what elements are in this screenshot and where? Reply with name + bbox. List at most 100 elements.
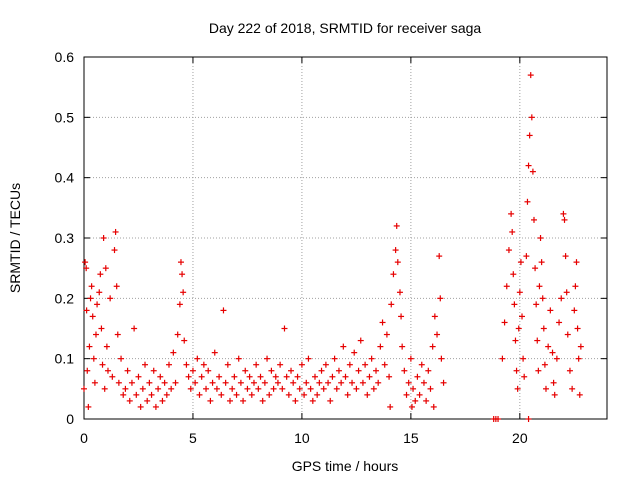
data-point [573,259,580,266]
data-point [220,307,227,314]
grid-lines [84,57,607,419]
data-point [163,391,170,398]
data-point [346,361,353,368]
data-point [351,349,358,356]
data-point [430,403,437,410]
data-point [549,349,556,356]
data-point [551,391,558,398]
data-point [91,379,98,386]
y-tick-label: 0.6 [55,49,75,65]
data-point [107,295,114,302]
data-point [325,379,332,386]
data-point [257,373,264,380]
data-point [298,361,305,368]
data-point [393,222,400,229]
data-point [272,373,279,380]
data-point [340,343,347,350]
data-point [87,295,94,302]
data-point [569,385,576,392]
data-point [99,361,106,368]
data-point [248,391,255,398]
data-point [386,373,393,380]
data-point [139,385,146,392]
data-point [558,295,565,302]
data-point [89,313,96,320]
data-point [180,289,187,296]
data-point [427,385,434,392]
data-point [525,416,532,422]
data-point [537,235,544,241]
data-point [529,168,536,175]
data-point [131,325,138,332]
data-point [338,379,345,386]
data-point [294,373,301,380]
data-point [103,343,110,350]
data-point [327,397,334,404]
data-point [511,301,518,308]
data-point [370,385,377,392]
data-point [253,361,260,368]
data-point [198,373,205,380]
data-point [305,355,312,362]
data-point [577,343,584,350]
data-point [379,319,386,326]
data-point [82,259,89,266]
axis-ticks: 0 0.1 0.2 0.3 0.4 0.5 0.6 0 5 10 15 20 [55,49,607,446]
data-point [528,114,535,121]
data-point [192,379,199,386]
data-point [530,216,537,223]
data-point [410,385,417,392]
data-point [364,391,371,398]
data-point [183,361,190,368]
data-point [101,385,108,392]
y-tick-label: 0.3 [55,230,75,246]
data-point [501,319,508,326]
x-tick-label: 10 [294,430,310,446]
data-point [539,295,546,302]
data-point [429,343,436,350]
data-point [303,379,310,386]
data-point [115,379,122,386]
data-point [168,385,175,392]
data-point [390,271,397,278]
data-point [418,361,425,368]
data-point [203,385,210,392]
data-point [357,337,364,344]
data-point [137,403,144,410]
data-point [81,385,87,392]
data-point [515,325,522,332]
data-point [268,367,275,374]
data-point [331,355,338,362]
data-point [231,373,238,380]
data-point [342,373,349,380]
data-point [296,385,303,392]
data-point [521,373,528,380]
data-point [165,361,172,368]
data-point [209,379,216,386]
x-axis-label: GPS time / hours [292,458,399,474]
data-point [355,367,362,374]
data-point [246,373,253,380]
y-tick-label: 0 [66,411,74,427]
data-point [353,385,360,392]
data-point [250,379,257,386]
data-point [135,373,142,380]
data-point [213,385,220,392]
data-point [438,355,445,362]
data-point [261,379,268,386]
data-point [104,367,111,374]
data-point [505,247,512,254]
data-point [571,307,578,314]
data-point [200,361,207,368]
data-point [403,391,410,398]
data-point [194,355,201,362]
data-point [425,367,432,374]
data-point [92,331,99,338]
data-point [516,289,523,296]
data-point [387,403,394,410]
data-point [216,373,223,380]
data-point [109,373,116,380]
data-point [288,367,295,374]
data-point [517,259,524,266]
